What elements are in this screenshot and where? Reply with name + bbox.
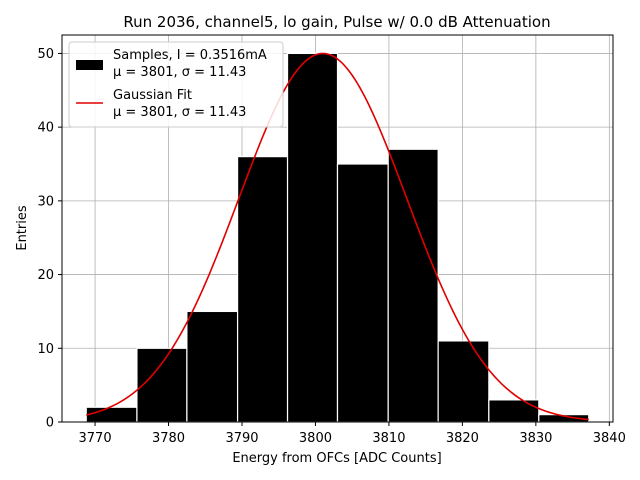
legend-fit-stats: μ = 3801, σ = 11.43 <box>113 105 246 120</box>
x-tick-label: 3800 <box>299 431 332 446</box>
y-tick-label: 20 <box>37 268 54 283</box>
histogram-bars <box>85 52 590 423</box>
histogram-bar <box>85 406 138 423</box>
y-tick-label: 10 <box>37 342 54 357</box>
histogram-bar <box>236 156 289 423</box>
x-axis-label: Energy from OFCs [ADC Counts] <box>232 451 441 466</box>
legend-samples-label: Samples, I = 0.3516mA <box>113 48 267 63</box>
plot-frame <box>61 34 614 423</box>
legend: Samples, I = 0.3516mA μ = 3801, σ = 11.4… <box>68 41 284 128</box>
y-axis-label: Entries <box>15 205 30 251</box>
x-tick-label: 3840 <box>593 431 626 446</box>
x-tick-label: 3780 <box>152 431 185 446</box>
gaussian-fit <box>86 52 589 421</box>
x-tick-label: 3830 <box>519 431 552 446</box>
x-tick-label: 3790 <box>225 431 258 446</box>
histogram-bar <box>186 310 239 423</box>
x-tick-label: 3820 <box>446 431 479 446</box>
histogram-bar <box>488 399 540 423</box>
histogram-bar <box>336 163 389 423</box>
x-tick-label: 3770 <box>79 431 112 446</box>
legend-samples-stats: μ = 3801, σ = 11.43 <box>113 65 246 80</box>
legend-fit-label: Gaussian Fit <box>113 88 192 103</box>
chart-title: Run 2036, channel5, lo gain, Pulse w/ 0.… <box>123 13 550 31</box>
histogram-bar <box>286 52 339 423</box>
y-tick-label: 40 <box>37 121 54 136</box>
gaussian-fit-line <box>86 52 589 421</box>
legend-samples-swatch <box>76 60 103 70</box>
y-axis-ticks: 0 10 20 30 40 50 <box>37 47 62 431</box>
x-axis-ticks: 3770 3780 3790 3800 3810 3820 3830 3840 <box>79 422 626 446</box>
y-tick-label: 50 <box>37 47 54 62</box>
histogram-bar <box>136 347 188 423</box>
histogram-bar <box>437 340 490 423</box>
legend-box <box>68 41 284 128</box>
y-tick-label: 0 <box>46 416 54 431</box>
histogram-bar <box>387 148 439 423</box>
x-tick-label: 3810 <box>372 431 405 446</box>
y-tick-label: 30 <box>37 194 54 209</box>
